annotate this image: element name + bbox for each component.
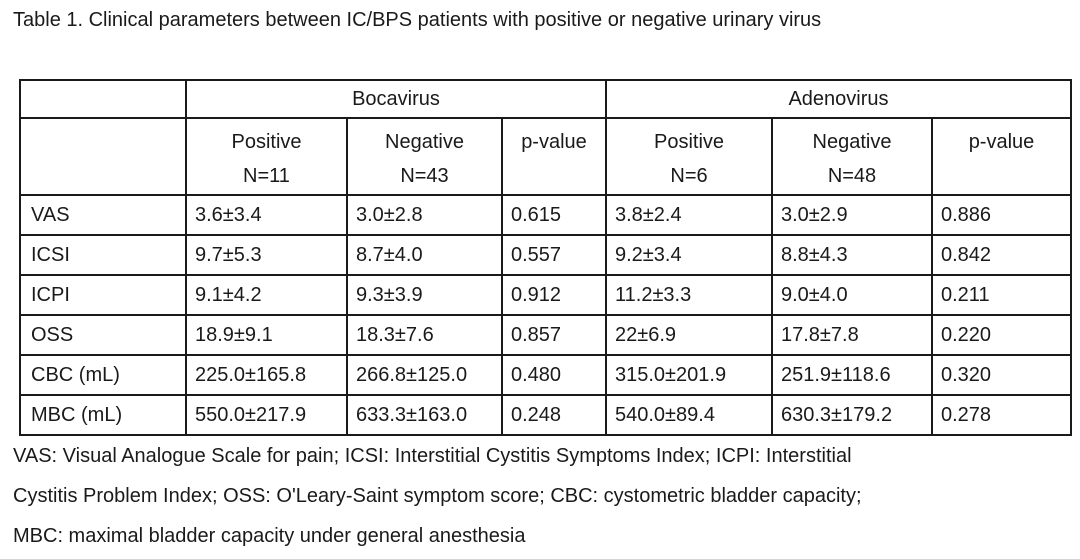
header-label-negative: Negative [385, 131, 464, 153]
row-label: VAS [19, 194, 187, 236]
table-row: CBC (mL) 225.0±165.8 266.8±125.0 0.480 3… [19, 354, 1072, 396]
header-bocavirus-positive: Positive N=11 [185, 117, 348, 196]
value-cell: 540.0±89.4 [605, 394, 773, 436]
value-cell: 9.2±3.4 [605, 234, 773, 276]
clinical-parameters-table: Bocavirus Adenovirus Positive N=11 Negat… [19, 79, 1072, 436]
header-adenovirus-positive: Positive N=6 [605, 117, 773, 196]
table-caption: Table 1. Clinical parameters between IC/… [13, 9, 822, 31]
sample-size: N=48 [827, 165, 877, 187]
header-adenovirus-pvalue: p-value [931, 117, 1072, 196]
value-cell: 3.0±2.9 [771, 194, 933, 236]
header-bocavirus-negative: Negative N=43 [346, 117, 503, 196]
value-cell: 9.7±5.3 [185, 234, 348, 276]
header-bocavirus-pvalue: p-value [501, 117, 607, 196]
value-cell: 550.0±217.9 [185, 394, 348, 436]
value-cell: 630.3±179.2 [771, 394, 933, 436]
subheader-row: Positive N=11 Negative N=43 p-value Posi… [19, 117, 1072, 196]
group-header-adenovirus: Adenovirus [605, 79, 1072, 119]
sample-size: N=6 [670, 165, 708, 187]
value-cell: 8.7±4.0 [346, 234, 503, 276]
row-label: ICPI [19, 274, 187, 316]
table-row: ICSI 9.7±5.3 8.7±4.0 0.557 9.2±3.4 8.8±4… [19, 234, 1072, 276]
table-row: MBC (mL) 550.0±217.9 633.3±163.0 0.248 5… [19, 394, 1072, 436]
corner-cell [19, 79, 187, 119]
pvalue-cell: 0.842 [931, 234, 1072, 276]
row-label: OSS [19, 314, 187, 356]
row-label: MBC (mL) [19, 394, 187, 436]
value-cell: 225.0±165.8 [185, 354, 348, 396]
table-row: ICPI 9.1±4.2 9.3±3.9 0.912 11.2±3.3 9.0±… [19, 274, 1072, 316]
value-cell: 266.8±125.0 [346, 354, 503, 396]
pvalue-cell: 0.220 [931, 314, 1072, 356]
pvalue-cell: 0.278 [931, 394, 1072, 436]
pvalue-cell: 0.857 [501, 314, 607, 356]
value-cell: 633.3±163.0 [346, 394, 503, 436]
value-cell: 3.0±2.8 [346, 194, 503, 236]
pvalue-cell: 0.480 [501, 354, 607, 396]
value-cell: 11.2±3.3 [605, 274, 773, 316]
pvalue-cell: 0.912 [501, 274, 607, 316]
row-label: ICSI [19, 234, 187, 276]
pvalue-cell: 0.886 [931, 194, 1072, 236]
pvalue-cell: 0.320 [931, 354, 1072, 396]
header-label-positive: Positive [653, 131, 725, 153]
value-cell: 251.9±118.6 [771, 354, 933, 396]
footnote-line: VAS: Visual Analogue Scale for pain; ICS… [13, 445, 852, 467]
group-header-row: Bocavirus Adenovirus [19, 79, 1072, 119]
row-label: CBC (mL) [19, 354, 187, 396]
value-cell: 17.8±7.8 [771, 314, 933, 356]
value-cell: 22±6.9 [605, 314, 773, 356]
row-label-header [19, 117, 187, 196]
sample-size: N=11 [243, 165, 290, 187]
pvalue-cell: 0.557 [501, 234, 607, 276]
table-row: VAS 3.6±3.4 3.0±2.8 0.615 3.8±2.4 3.0±2.… [19, 194, 1072, 236]
value-cell: 315.0±201.9 [605, 354, 773, 396]
value-cell: 9.0±4.0 [771, 274, 933, 316]
value-cell: 18.9±9.1 [185, 314, 348, 356]
header-adenovirus-negative: Negative N=48 [771, 117, 933, 196]
value-cell: 3.6±3.4 [185, 194, 348, 236]
footnote-line: MBC: maximal bladder capacity under gene… [13, 525, 526, 547]
table-row: OSS 18.9±9.1 18.3±7.6 0.857 22±6.9 17.8±… [19, 314, 1072, 356]
pvalue-cell: 0.248 [501, 394, 607, 436]
sample-size: N=43 [400, 165, 449, 187]
value-cell: 8.8±4.3 [771, 234, 933, 276]
pvalue-cell: 0.211 [931, 274, 1072, 316]
table-footnote: VAS: Visual Analogue Scale for pain; ICS… [13, 436, 1073, 556]
footnote-line: Cystitis Problem Index; OSS: O'Leary-Sai… [13, 485, 862, 507]
value-cell: 3.8±2.4 [605, 194, 773, 236]
pvalue-cell: 0.615 [501, 194, 607, 236]
header-label-negative: Negative [812, 131, 892, 153]
header-label-positive: Positive [231, 131, 302, 153]
value-cell: 9.3±3.9 [346, 274, 503, 316]
value-cell: 9.1±4.2 [185, 274, 348, 316]
group-header-bocavirus: Bocavirus [185, 79, 607, 119]
value-cell: 18.3±7.6 [346, 314, 503, 356]
